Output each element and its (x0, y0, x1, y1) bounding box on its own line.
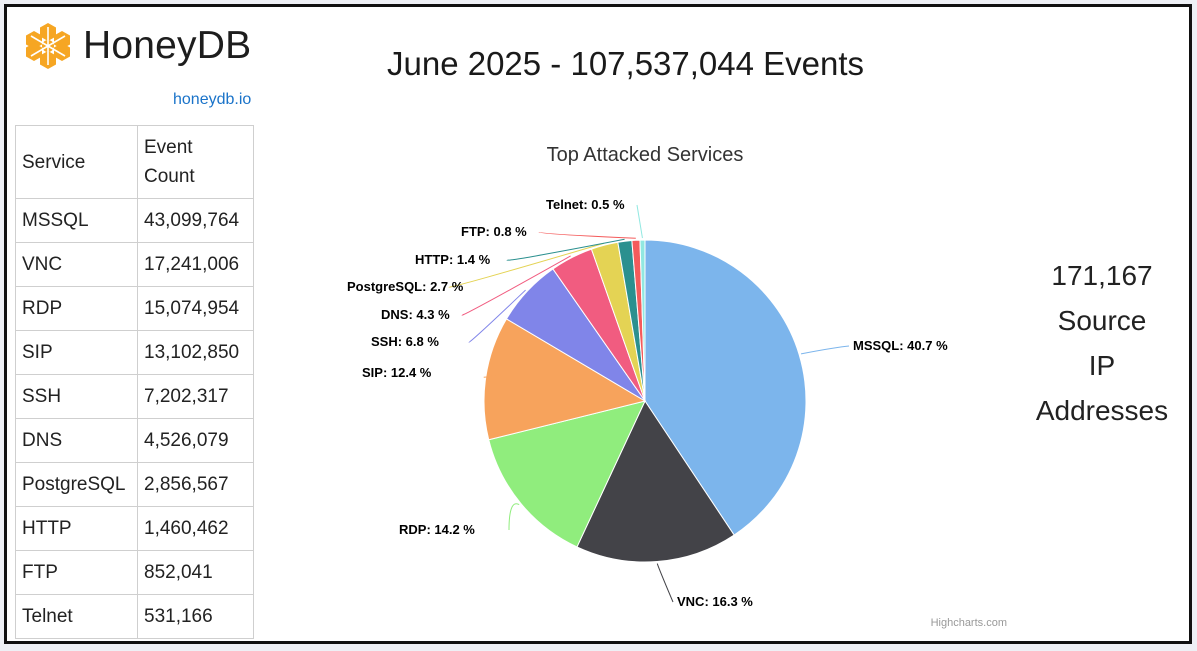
source-ip-caption-1: Source (1057, 305, 1147, 336)
data-label-postgresql: PostgreSQL: 2.7 % (347, 279, 464, 294)
data-label-dns: DNS: 4.3 % (381, 307, 450, 322)
connector-ssh (468, 289, 526, 343)
source-ip-summary: 171,167 Source IP Addresses (1017, 253, 1187, 433)
event-count-cell: 4,526,079 (137, 418, 254, 463)
brand-name: HoneyDB (83, 24, 252, 67)
brand-logo[interactable]: HoneyDB (23, 21, 251, 71)
service-name-cell: DNS (15, 418, 138, 463)
column-header-event-count: Event Count (137, 125, 254, 199)
event-count-cell: 531,166 (137, 594, 254, 639)
service-name-cell: Telnet (15, 594, 138, 639)
pie-slice-vnc[interactable] (576, 399, 735, 563)
table-row: RDP 15,074,954 (15, 286, 254, 331)
source-ip-caption-2: IP (1088, 350, 1116, 381)
event-count-cell: 17,241,006 (137, 242, 254, 287)
column-header-service: Service (15, 125, 138, 199)
data-label-sip: SIP: 12.4 % (362, 365, 432, 380)
table-row: Telnet 531,166 (15, 594, 254, 639)
connector-rdp (508, 503, 520, 531)
service-table: Service Event Count MSSQL 43,099,764 VNC 17… (15, 125, 254, 639)
table-row: SIP 13,102,850 (15, 330, 254, 375)
service-name-cell: FTP (15, 550, 138, 595)
source-ip-caption-3: Addresses (1035, 395, 1169, 426)
event-count-cell: 43,099,764 (137, 198, 254, 243)
source-ip-count: 171,167 (1051, 260, 1153, 291)
pie-slice-rdp[interactable] (488, 400, 646, 548)
table-row: SSH 7,202,317 (15, 374, 254, 419)
connector-http (506, 238, 625, 261)
data-label-ssh: SSH: 6.8 % (371, 334, 439, 349)
pie-chart: Top Attacked Services MSSQL: 40.7 % VNC: … (347, 144, 1007, 629)
connector-postgresql (448, 242, 605, 288)
chart-title: Top Attacked Services (547, 144, 744, 166)
chart-credits[interactable]: Highcharts.com (931, 617, 1007, 629)
data-label-telnet: Telnet: 0.5 % (546, 197, 625, 212)
event-count-cell: 15,074,954 (137, 286, 254, 331)
table-row: PostgreSQL 2,856,567 (15, 462, 254, 507)
service-name-cell: PostgreSQL (15, 462, 138, 507)
table-header-row: Service Event Count (15, 125, 254, 199)
page-title: June 2025 - 107,537,044 Events (387, 45, 865, 82)
event-count-cell: 1,460,462 (137, 506, 254, 551)
service-name-cell: RDP (15, 286, 138, 331)
service-name-cell: HTTP (15, 506, 138, 551)
dashboard-frame: HoneyDB honeydb.io Service Event Count M… (4, 4, 1192, 644)
table-row: MSSQL 43,099,764 (15, 198, 254, 243)
site-link[interactable]: honeydb.io (173, 91, 252, 108)
connector-dns (461, 255, 571, 316)
connector-ftp (538, 231, 636, 239)
service-name-cell: SIP (15, 330, 138, 375)
connector-sip (483, 372, 500, 378)
table-row: DNS 4,526,079 (15, 418, 254, 463)
event-count-cell: 7,202,317 (137, 374, 254, 419)
event-count-cell: 13,102,850 (137, 330, 254, 375)
honeycomb-logo-icon (26, 23, 70, 69)
service-name-cell: SSH (15, 374, 138, 419)
service-name-cell: MSSQL (15, 198, 138, 243)
data-label-http: HTTP: 1.4 % (415, 252, 491, 267)
table-row: VNC 17,241,006 (15, 242, 254, 287)
event-count-cell: 852,041 (137, 550, 254, 595)
connector-vnc (656, 563, 674, 603)
table-row: HTTP 1,460,462 (15, 506, 254, 551)
data-label-vnc: VNC: 16.3 % (677, 594, 753, 609)
table-row: FTP 852,041 (15, 550, 254, 595)
data-label-rdp: RDP: 14.2 % (399, 522, 475, 537)
pie-slice-telnet[interactable] (639, 239, 646, 402)
data-label-ftp: FTP: 0.8 % (461, 224, 527, 239)
connector-telnet (636, 204, 643, 239)
service-name-cell: VNC (15, 242, 138, 287)
event-count-cell: 2,856,567 (137, 462, 254, 507)
connector-mssql (800, 345, 850, 355)
data-label-mssql: MSSQL: 40.7 % (853, 338, 948, 353)
